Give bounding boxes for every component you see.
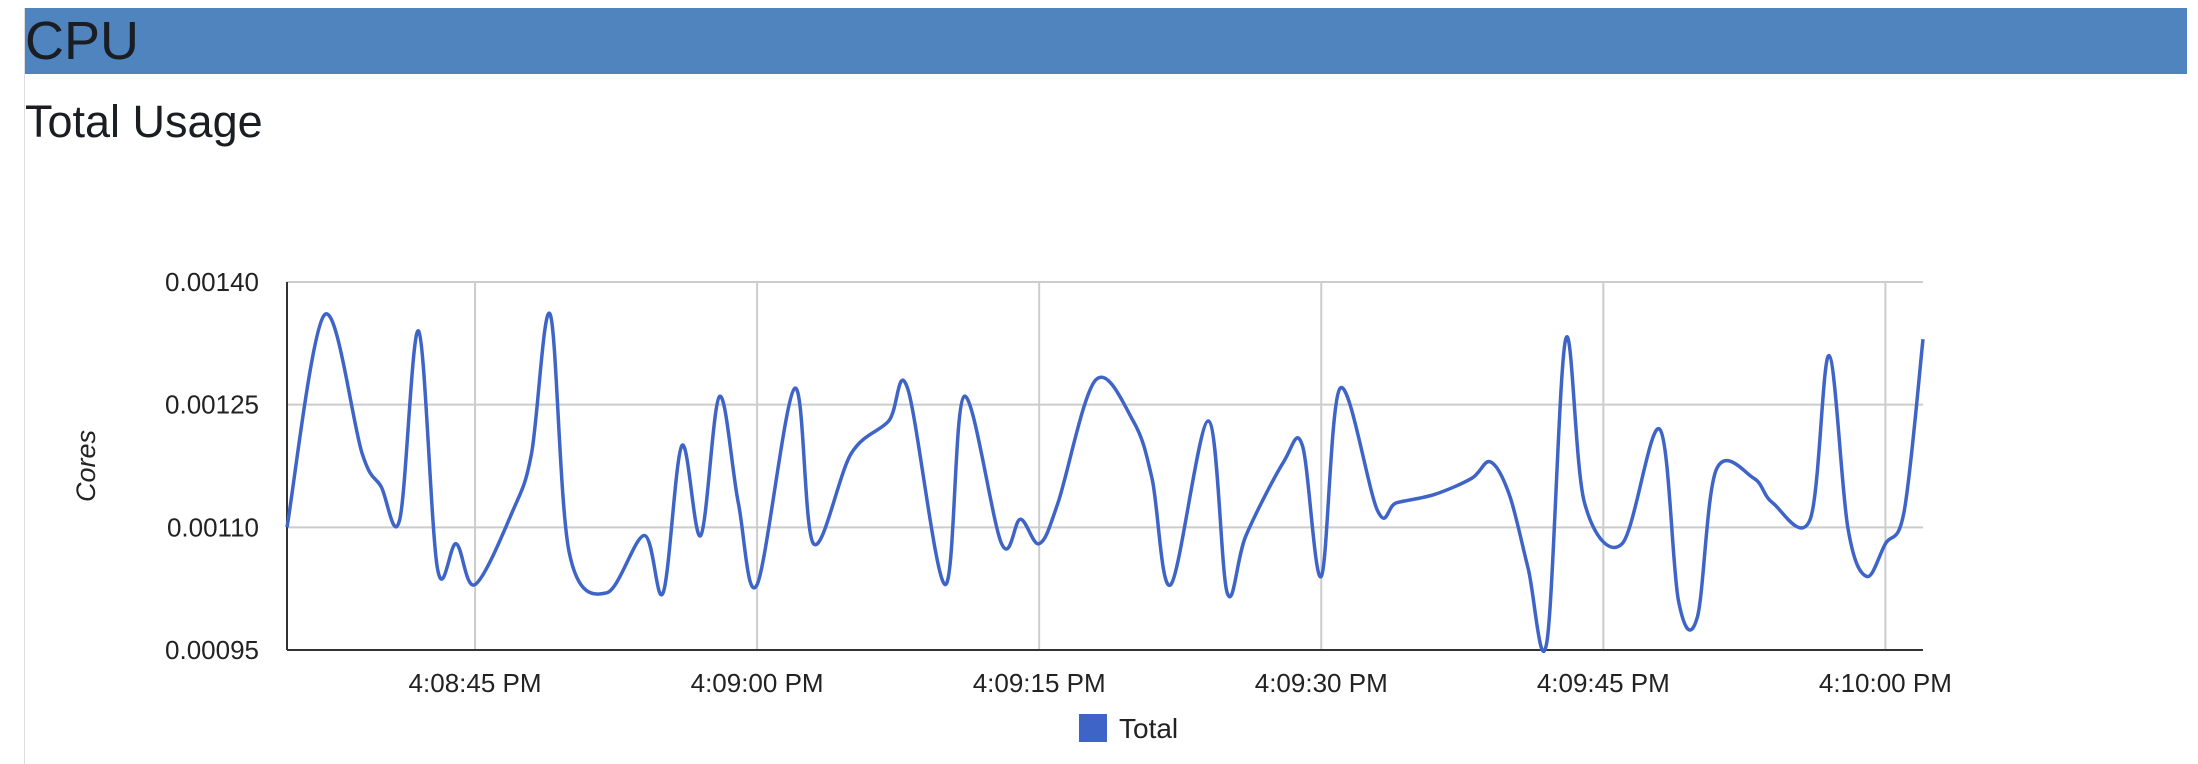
y-tick-label: 0.00110 [167,512,259,542]
legend-label: Total [1119,713,1178,744]
panel-title: Total Usage [25,96,263,147]
cpu-usage-chart: 0.00140 0.00125 0.00110 0.00095 4:08:45 PM 4:… [71,267,1952,744]
y-tick-label: 0.00125 [165,390,259,420]
x-tick-label: 4:09:00 PM [691,668,824,698]
x-tick-label: 4:08:45 PM [409,668,542,698]
y-tick-label: 0.00095 [165,635,259,665]
series-layer [285,311,1925,653]
legend[interactable]: Total [1079,713,1178,744]
axes [286,282,1923,651]
y-tick-label: 0.00140 [165,267,259,297]
x-tick-label: 4:09:30 PM [1255,668,1388,698]
tick-labels: 0.00140 0.00125 0.00110 0.00095 4:08:45 PM 4:… [165,267,1952,698]
cpu-panel: CPU Total Usage 0.00140 0.00125 0.00110 0.0… [24,8,2187,764]
series-line-total [285,311,1925,653]
x-tick-label: 4:10:00 PM [1819,668,1952,698]
x-tick-label: 4:09:45 PM [1537,668,1670,698]
section-header: CPU [25,8,2187,74]
legend-swatch [1079,714,1107,742]
x-tick-label: 4:09:15 PM [973,668,1106,698]
y-axis-title: Cores [71,430,101,502]
section-title: CPU [25,11,140,71]
